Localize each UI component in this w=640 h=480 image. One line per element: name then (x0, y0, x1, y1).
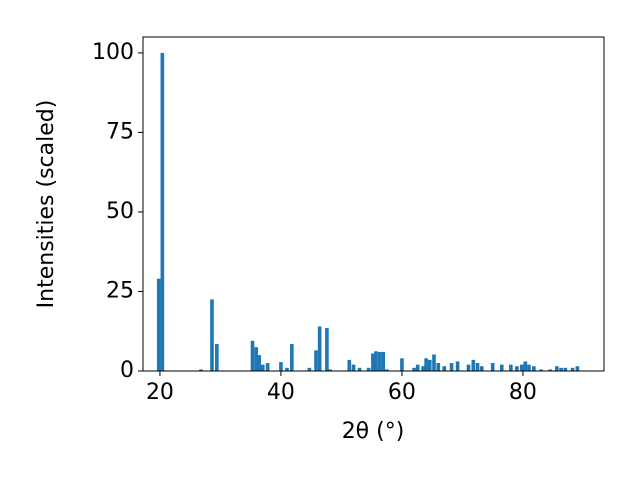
bar (563, 367, 568, 371)
bar (250, 340, 255, 371)
bar (424, 358, 428, 371)
x-tick-label: 40 (267, 380, 295, 405)
y-tick-label: 25 (106, 278, 134, 303)
bar (432, 354, 436, 371)
bar (279, 362, 283, 371)
bar (371, 353, 375, 371)
bar (254, 347, 258, 371)
y-tick-label: 50 (106, 199, 134, 224)
bar (400, 358, 404, 371)
bar (519, 364, 524, 371)
bar (509, 364, 513, 371)
bar (554, 366, 559, 371)
bar (317, 326, 322, 371)
bar (427, 359, 432, 371)
bar (357, 367, 362, 371)
bar (515, 366, 519, 371)
bar (539, 369, 543, 371)
bar (384, 369, 389, 371)
bar (290, 343, 294, 371)
bar (347, 359, 352, 371)
x-tick-label: 20 (146, 380, 174, 405)
x-axis-label: 2θ (°) (342, 419, 405, 444)
plot-frame (142, 36, 605, 372)
bar (532, 366, 536, 371)
bar (436, 363, 441, 371)
bar (325, 328, 329, 371)
bar (442, 366, 447, 371)
bar (366, 367, 371, 371)
bar (449, 363, 454, 371)
bar (523, 361, 528, 371)
bar (548, 369, 552, 371)
bar (381, 351, 385, 371)
x-tick-label: 80 (509, 380, 537, 405)
bar (471, 359, 476, 371)
bar (479, 366, 484, 371)
bar (455, 361, 460, 371)
bar (575, 366, 580, 371)
bar (257, 355, 261, 371)
bar (490, 363, 495, 371)
bar (374, 351, 378, 371)
bar (412, 367, 416, 371)
bar (210, 299, 214, 371)
bar (156, 278, 161, 371)
y-tick-label: 0 (120, 358, 134, 383)
bar (328, 369, 332, 371)
bar (527, 364, 531, 371)
bar (307, 367, 312, 371)
bar (314, 350, 318, 371)
bar (260, 364, 265, 371)
bar (499, 364, 504, 371)
x-tick-label: 60 (388, 380, 416, 405)
bar (466, 364, 471, 371)
y-axis-label: Intensities (scaled) (34, 100, 59, 309)
bar (475, 363, 480, 371)
bar (265, 363, 270, 371)
bar (214, 343, 219, 371)
bar (160, 52, 165, 372)
bar (421, 366, 425, 371)
bar (415, 364, 420, 371)
bar (351, 364, 356, 371)
bar (570, 367, 575, 371)
y-tick-label: 100 (92, 40, 134, 65)
bar (377, 351, 382, 371)
bar (559, 367, 563, 371)
bar (285, 367, 289, 371)
bar (199, 369, 203, 371)
y-tick-label: 75 (106, 119, 134, 144)
